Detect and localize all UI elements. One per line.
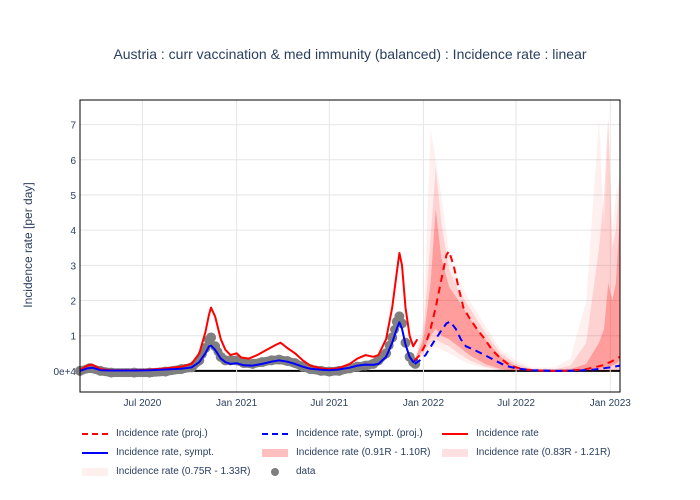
plot-frame bbox=[79, 99, 621, 393]
legend-label: Incidence rate (0.83R - 1.21R) bbox=[476, 447, 611, 458]
series-line bbox=[414, 320, 621, 372]
x-tick-label: Jan 2023 bbox=[590, 398, 632, 409]
chart-title: Austria : curr vaccination & med immunit… bbox=[113, 46, 587, 62]
legend-item-band-091[interactable]: Incidence rate (0.91R - 1.10R) bbox=[260, 447, 440, 458]
x-tick-label: Jul 2020 bbox=[124, 398, 162, 409]
data-point bbox=[206, 332, 217, 343]
axis-layer: 0e+4 1 2 3 4 5 6 7 Jul 2020 Jan 2021 Jul 2021 Jan 2… bbox=[53, 99, 632, 409]
band-area bbox=[414, 117, 620, 371]
series-line bbox=[79, 321, 418, 372]
chart-plot: 0e+4 1 2 3 4 5 6 7 Jul 2020 Jan 2021 Jul 2021 Jan 2… bbox=[21, 99, 632, 409]
legend-item-sympt-proj[interactable]: Incidence rate, sympt. (proj.) bbox=[260, 428, 440, 439]
legend: Incidence rate (proj.) Incidence rate, s… bbox=[80, 424, 680, 481]
legend-label: Incidence rate, sympt. bbox=[116, 447, 214, 458]
data-layer bbox=[75, 311, 421, 378]
legend-label: Incidence rate bbox=[476, 428, 539, 439]
band-layer bbox=[414, 117, 620, 371]
y-tick-label: 2 bbox=[70, 297, 76, 308]
line-layer bbox=[79, 250, 621, 372]
legend-label: Incidence rate (0.75R - 1.33R) bbox=[116, 466, 251, 477]
legend-item-band-075[interactable]: Incidence rate (0.75R - 1.33R) bbox=[80, 466, 260, 477]
legend-swatch-solid-red bbox=[442, 432, 468, 435]
legend-swatch-band-mid bbox=[442, 448, 468, 457]
legend-item-sympt[interactable]: Incidence rate, sympt. bbox=[80, 447, 260, 458]
y-tick-label: 1 bbox=[70, 332, 76, 343]
legend-label: data bbox=[296, 466, 316, 477]
legend-item-data[interactable]: data bbox=[260, 466, 440, 477]
legend-swatch-solid-blue bbox=[82, 451, 108, 454]
legend-swatch-band-dark bbox=[262, 448, 288, 457]
y-tick-label: 0e+4 bbox=[53, 367, 76, 378]
x-tick-label: Jul 2021 bbox=[310, 398, 348, 409]
grid-layer bbox=[80, 100, 620, 392]
band-area bbox=[414, 209, 620, 371]
legend-item-incidence[interactable]: Incidence rate bbox=[440, 428, 620, 439]
legend-item-incidence-proj[interactable]: Incidence rate (proj.) bbox=[80, 428, 260, 439]
band-area bbox=[414, 117, 620, 371]
y-tick-label: 7 bbox=[70, 121, 76, 132]
legend-swatch-dashed-red bbox=[82, 432, 108, 435]
x-tick-label: Jan 2022 bbox=[403, 398, 445, 409]
y-axis-label: Incidence rate [per day] bbox=[21, 182, 35, 307]
y-tick-label: 4 bbox=[70, 226, 76, 237]
x-tick-label: Jul 2022 bbox=[497, 398, 535, 409]
legend-label: Incidence rate (0.91R - 1.10R) bbox=[296, 447, 431, 458]
legend-swatch-band-light bbox=[82, 467, 108, 476]
legend-label: Incidence rate, sympt. (proj.) bbox=[296, 428, 423, 439]
data-point bbox=[396, 318, 407, 329]
legend-item-band-083[interactable]: Incidence rate (0.83R - 1.21R) bbox=[440, 447, 620, 458]
y-tick-label: 5 bbox=[70, 191, 76, 202]
series-line bbox=[79, 252, 419, 372]
x-tick-label: Jan 2021 bbox=[216, 398, 258, 409]
y-tick-label: 6 bbox=[70, 156, 76, 167]
legend-label: Incidence rate (proj.) bbox=[116, 428, 208, 439]
legend-swatch-dashed-blue bbox=[262, 432, 288, 435]
legend-swatch-marker-gray bbox=[271, 467, 279, 476]
series-line bbox=[413, 250, 621, 372]
y-tick-label: 3 bbox=[70, 261, 76, 272]
